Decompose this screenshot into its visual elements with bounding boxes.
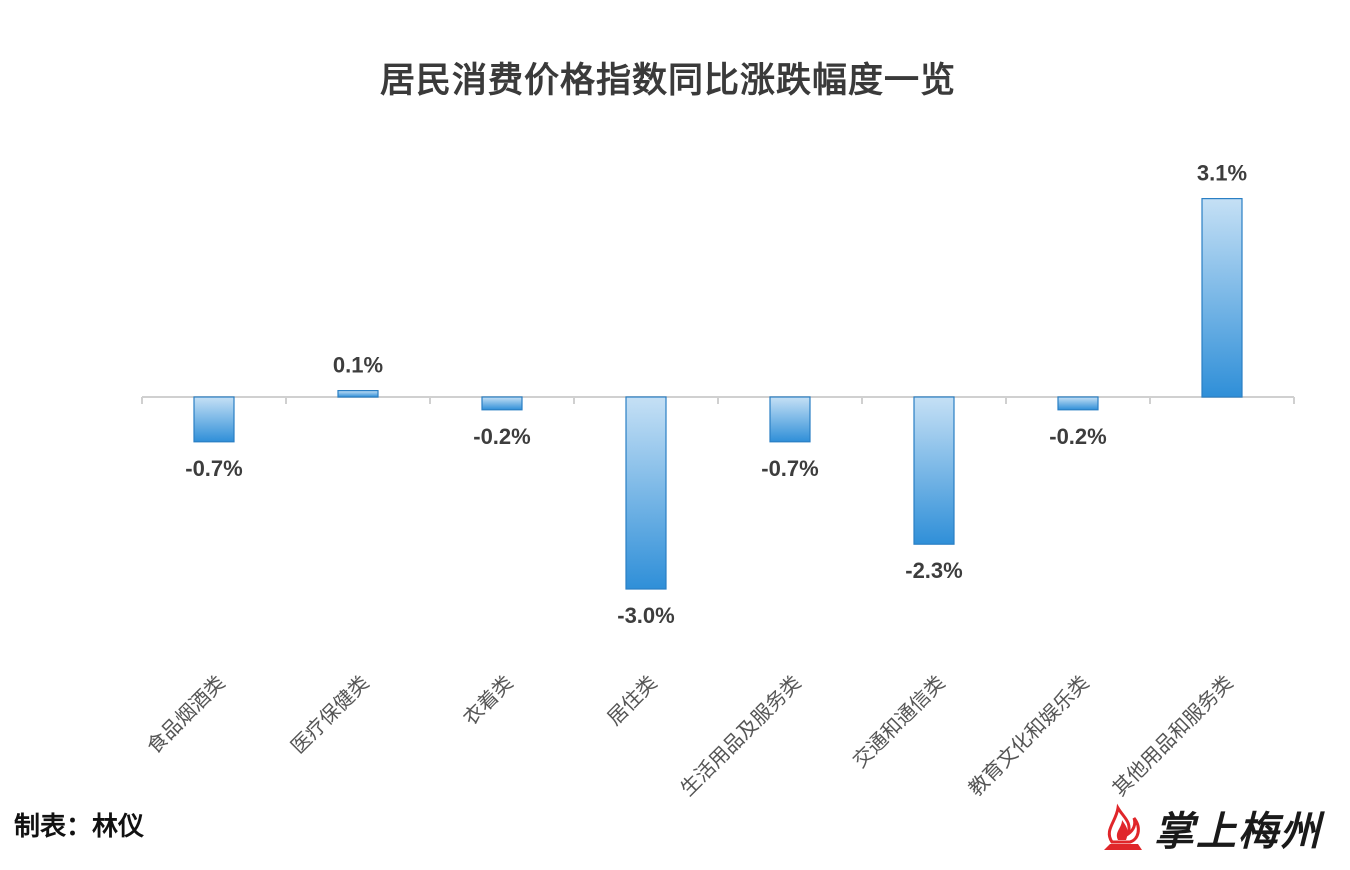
data-label: 0.1%: [333, 353, 383, 378]
category-label: 医疗保健类: [286, 671, 374, 759]
category-label: 教育文化和娱乐类: [963, 671, 1093, 801]
category-label: 生活用品及服务类: [675, 671, 805, 801]
bar: [337, 390, 379, 398]
bar: [193, 396, 235, 443]
category-label: 交通和通信类: [848, 671, 950, 773]
data-label: -0.2%: [1049, 424, 1106, 449]
credit-text: 制表：林仪: [14, 812, 145, 842]
flame-logo-icon: [1104, 803, 1142, 850]
bar: [913, 396, 955, 545]
bar: [481, 396, 523, 411]
data-label: -0.7%: [761, 456, 818, 481]
bar: [769, 396, 811, 443]
chart-title: 居民消费价格指数同比涨跌幅度一览: [379, 61, 956, 101]
data-label: -3.0%: [617, 603, 674, 628]
data-label: 3.1%: [1197, 161, 1247, 186]
bar: [625, 396, 667, 590]
bar: [1057, 396, 1099, 411]
category-label: 居住类: [602, 671, 661, 730]
logo: 掌上梅州: [1098, 800, 1338, 856]
data-label: -0.7%: [185, 456, 242, 481]
data-label: -0.2%: [473, 424, 530, 449]
category-label: 食品烟酒类: [142, 671, 230, 759]
data-label: -2.3%: [905, 558, 962, 583]
bar: [1201, 198, 1243, 398]
category-label: 衣着类: [458, 671, 517, 730]
logo-text: 掌上梅州: [1154, 808, 1322, 855]
category-label: 其他用品和服务类: [1107, 671, 1237, 801]
